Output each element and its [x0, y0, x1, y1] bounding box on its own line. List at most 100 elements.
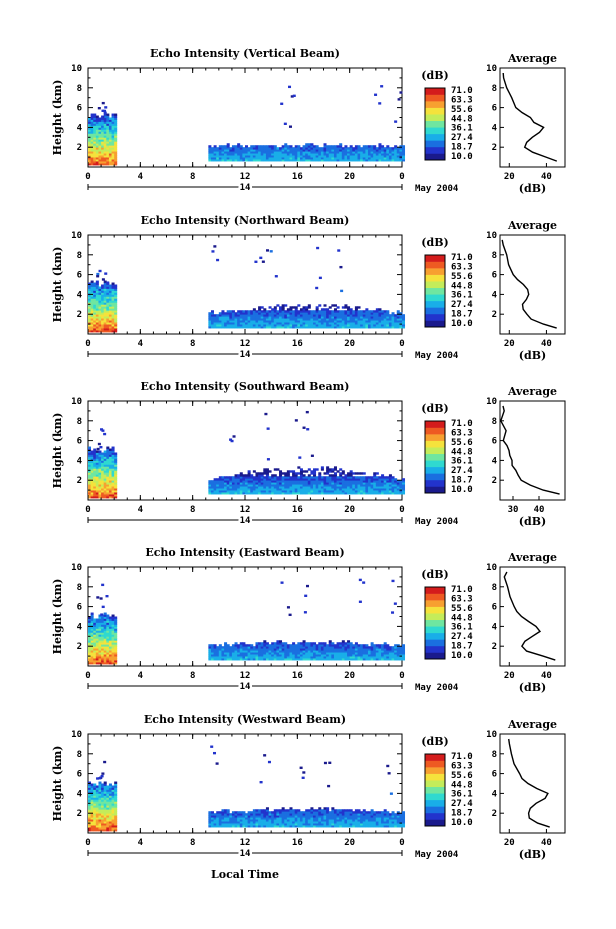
heatmap-cell — [106, 821, 110, 824]
heatmap-cell — [93, 486, 97, 489]
heatmap-cell — [331, 153, 335, 156]
heatmap-cell — [370, 149, 374, 152]
heatmap-cell — [106, 813, 110, 816]
heatmap-cell — [247, 815, 251, 818]
heatmap-cell — [294, 488, 298, 491]
profile-y-tick-label: 10 — [486, 397, 497, 407]
heatmap-cell — [258, 821, 262, 824]
y-axis-label: Height (km) — [51, 247, 64, 323]
heatmap-cell — [237, 316, 241, 319]
heatmap-cell — [341, 316, 345, 319]
heatmap-cell — [252, 648, 256, 651]
heatmap-cell — [101, 139, 105, 142]
heatmap-cell — [354, 145, 358, 148]
heatmap-cell — [106, 145, 110, 148]
heatmap-cell — [101, 296, 105, 299]
heatmap-cell — [292, 320, 296, 323]
heatmap-cell — [101, 626, 105, 629]
heatmap-cell — [260, 145, 264, 148]
heatmap-cell — [307, 490, 311, 493]
heatmap-cell — [344, 157, 348, 160]
heatmap-cell — [365, 322, 369, 325]
heatmap-cell — [276, 646, 280, 649]
heatmap-cell — [365, 652, 369, 655]
heatmap-cell — [305, 478, 309, 481]
heatmap-cell — [396, 650, 400, 653]
heatmap-cell — [101, 143, 105, 146]
heatmap-cell — [310, 642, 314, 645]
heatmap-cell — [265, 316, 269, 319]
heatmap-cell — [276, 648, 280, 651]
heatmap-cell — [318, 648, 322, 651]
heatmap-cell — [268, 306, 272, 309]
heatmap-cell — [93, 462, 97, 465]
heatmap-cell — [286, 811, 290, 814]
heatmap-cell — [281, 316, 285, 319]
colorbar-unit: (dB) — [421, 568, 448, 581]
heatmap-cell — [103, 813, 107, 816]
heatmap-cell — [93, 119, 97, 122]
heatmap-cell — [394, 151, 398, 154]
heatmap-cell — [90, 634, 94, 637]
heatmap-cell — [352, 480, 356, 483]
heatmap-cell — [347, 640, 351, 643]
heatmap-cell — [341, 490, 345, 493]
heatmap-cell — [231, 478, 235, 481]
heatmap-cell — [208, 492, 212, 495]
heatmap-cell — [289, 149, 293, 152]
heatmap-cell — [237, 488, 241, 491]
heatmap-cell — [396, 314, 400, 317]
colorbar-frame — [424, 420, 446, 494]
heatmap-cell — [339, 486, 343, 489]
heatmap-cell — [310, 159, 314, 162]
heatmap-cell — [315, 151, 319, 154]
heatmap-cell — [388, 652, 392, 655]
heatmap-cell — [88, 658, 92, 661]
heatmap-cell — [381, 650, 385, 653]
colorbar-swatch — [425, 255, 445, 262]
heatmap-cell — [231, 147, 235, 150]
heatmap-cell — [370, 476, 374, 479]
heatmap-cell — [231, 324, 235, 327]
heatmap-cell — [93, 791, 97, 794]
heatmap-cell — [357, 480, 361, 483]
heatmap-cell — [258, 324, 262, 327]
heatmap-cell — [216, 815, 220, 818]
colorbar-swatch — [425, 146, 445, 154]
heatmap-cell — [360, 155, 364, 158]
heatmap-cell — [234, 484, 238, 487]
heatmap-cell — [294, 316, 298, 319]
heatmap-cell — [339, 149, 343, 152]
heatmap-cell — [95, 320, 99, 323]
heatmap-cell — [101, 488, 105, 491]
heatmap-cell — [328, 147, 332, 150]
heatmap-cell — [352, 320, 356, 323]
heatmap-cell — [250, 153, 254, 156]
heatmap-cell — [391, 316, 395, 319]
heatmap-cell — [90, 480, 94, 483]
heatmap-cell — [208, 149, 212, 152]
heatmap-cell — [247, 147, 251, 150]
heatmap-cell — [95, 799, 99, 802]
heatmap-cell — [381, 492, 385, 495]
heatmap-cell — [273, 811, 277, 814]
heatmap-cell — [313, 470, 317, 473]
heatmap-cell — [323, 642, 327, 645]
heatmap-cell — [239, 151, 243, 154]
heatmap-cell — [313, 652, 317, 655]
heatmap-cell — [97, 442, 101, 446]
heatmap-cell — [299, 474, 303, 477]
heatmap-cell — [315, 312, 319, 315]
heatmap-cell — [352, 492, 356, 495]
heatmap-cell — [218, 476, 222, 479]
heatmap-cell — [375, 153, 379, 156]
heatmap-cell — [106, 829, 110, 832]
heatmap-cell — [284, 654, 288, 657]
heatmap-cell — [388, 155, 392, 158]
heatmap-cell — [114, 129, 118, 132]
heatmap-cell — [307, 478, 311, 481]
heatmap-cell — [95, 638, 99, 641]
heatmap-cell — [263, 312, 267, 315]
heatmap-cell — [349, 324, 353, 327]
heatmap-cell — [273, 486, 277, 489]
